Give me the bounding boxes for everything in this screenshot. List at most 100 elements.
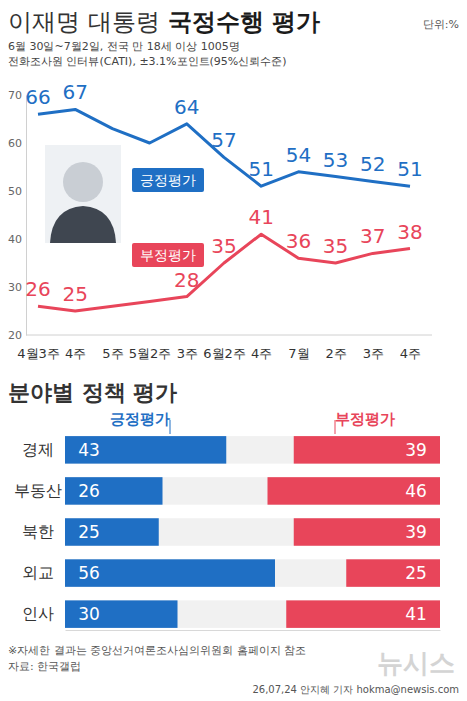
bar — [65, 559, 275, 587]
bar-y-tick-label: 북한 — [22, 522, 54, 541]
data-label: 54 — [286, 143, 311, 167]
bar-label: 39 — [405, 522, 427, 542]
y-tick-label: 70 — [8, 89, 22, 102]
series-label: 부정평가 — [132, 243, 204, 267]
bar-y-tick-label: 인사 — [22, 604, 54, 623]
title: 이재명 대통령 국정수행 평가 — [8, 8, 320, 36]
data-label: 51 — [248, 157, 273, 181]
data-label: 66 — [25, 85, 50, 109]
y-axis: 203040506070 — [8, 89, 27, 342]
y-tick: 60 — [8, 137, 26, 150]
data-label: 25 — [62, 282, 87, 306]
bar-y-tick: 북한 — [22, 522, 65, 541]
y-tick-label: 60 — [8, 137, 22, 150]
y-tick: 20 — [8, 329, 26, 342]
bar-label: 26 — [78, 481, 100, 501]
x-tick-label: 4주 — [400, 346, 421, 361]
bar-y-tick: 외교 — [22, 563, 65, 582]
line-series — [38, 109, 410, 311]
series-label-box — [132, 168, 204, 192]
legend-entry: 긍정평가 — [110, 410, 170, 428]
bar-track — [65, 436, 440, 464]
data-label: 67 — [62, 80, 87, 104]
bar-label: 43 — [78, 440, 100, 460]
x-tick-label: 5월2주 — [129, 346, 172, 361]
bar-y-tick-label: 부동산 — [14, 481, 62, 500]
bar-label: 56 — [78, 563, 100, 583]
bar-y-tick: 인사 — [22, 604, 65, 623]
bar — [286, 600, 440, 628]
bar-track — [65, 559, 440, 587]
y-tick: 30 — [8, 281, 26, 294]
legend-tick — [170, 420, 171, 434]
x-tick: 4주 — [251, 335, 272, 361]
x-tick: 4주 — [65, 335, 86, 361]
bar-x-axis-line — [66, 630, 441, 631]
bar-y-axis: 경제부동산북한외교인사 — [14, 440, 65, 623]
photo-frame — [45, 145, 121, 243]
legend: 긍정평가 부정평가 — [110, 410, 395, 434]
bar — [346, 559, 440, 587]
x-tick-label: 3주 — [177, 346, 198, 361]
bar-y-tick-label: 경제 — [22, 440, 54, 459]
bar-label: 30 — [78, 604, 100, 624]
bar-label: 46 — [405, 481, 427, 501]
x-tick-label: 3주 — [363, 346, 384, 361]
x-tick-label: 4주 — [251, 346, 272, 361]
x-tick-label: 7월 — [288, 346, 309, 361]
y-tick-label: 40 — [8, 233, 22, 246]
x-tick-label: 4주 — [65, 346, 86, 361]
y-tick-label: 30 — [8, 281, 22, 294]
x-tick-label: 2주 — [325, 346, 346, 361]
bar-track — [65, 518, 440, 546]
legend-entry: 부정평가 — [335, 410, 395, 428]
bar — [65, 477, 163, 505]
page: 이재명 대통령 국정수행 평가 단위:% 6월 30일~7월2일, 전국 만 18세… — [0, 0, 467, 701]
data-labels: 666764575154535251262528354136353738 — [25, 80, 422, 306]
data-label: 26 — [25, 277, 50, 301]
x-tick: 5월2주 — [129, 335, 172, 361]
x-tick: 7월 — [288, 335, 309, 361]
x-tick-label: 4월3주 — [17, 346, 60, 361]
data-label: 52 — [360, 152, 385, 176]
bar-label: 25 — [78, 522, 100, 542]
bar — [268, 477, 441, 505]
line — [38, 234, 410, 311]
bars — [65, 436, 440, 628]
x-tick: 6월2주 — [203, 335, 246, 361]
bar-title: 분야별 정책 평가 — [8, 380, 177, 405]
x-tick: 3주 — [363, 335, 384, 361]
y-tick: 70 — [8, 89, 26, 102]
data-label: 35 — [211, 234, 236, 258]
x-tick: 4월3주 — [17, 335, 60, 361]
data-label: 28 — [174, 268, 199, 292]
y-tick-label: 20 — [8, 329, 22, 342]
bar-track — [65, 600, 440, 628]
bar-x-axis — [66, 630, 441, 631]
data-label: 41 — [248, 205, 273, 229]
unit: 단위:% — [423, 18, 459, 31]
x-tick: 5주 — [102, 335, 123, 361]
bar-y-tick-label: 외교 — [22, 563, 54, 582]
x-tick-label: 5주 — [102, 346, 123, 361]
photo-body — [50, 206, 116, 243]
x-tick: 4주 — [400, 335, 421, 361]
bar-y-tick: 경제 — [22, 440, 65, 459]
data-label: 38 — [397, 220, 422, 244]
bar-labels: 43 26 25 56 30 39 46 39 25 41 — [78, 440, 427, 624]
photo — [45, 145, 121, 243]
series-label-box — [132, 243, 204, 267]
bar-label: 39 — [405, 440, 427, 460]
x-tick-label: 6월2주 — [203, 346, 246, 361]
series-label-text: 부정평가 — [140, 247, 196, 263]
bar — [65, 436, 226, 464]
watermark: 뉴시스 — [377, 648, 455, 678]
subtitle: 6월 30일~7월2일, 전국 만 18세 이상 1005명 — [8, 40, 240, 53]
data-label: 64 — [174, 95, 199, 119]
bar-label: 25 — [405, 563, 427, 583]
bar-label: 41 — [405, 604, 427, 624]
bar — [65, 518, 159, 546]
bar — [294, 518, 440, 546]
series-label: 긍정평가 — [132, 168, 204, 192]
bar-track — [65, 477, 440, 505]
